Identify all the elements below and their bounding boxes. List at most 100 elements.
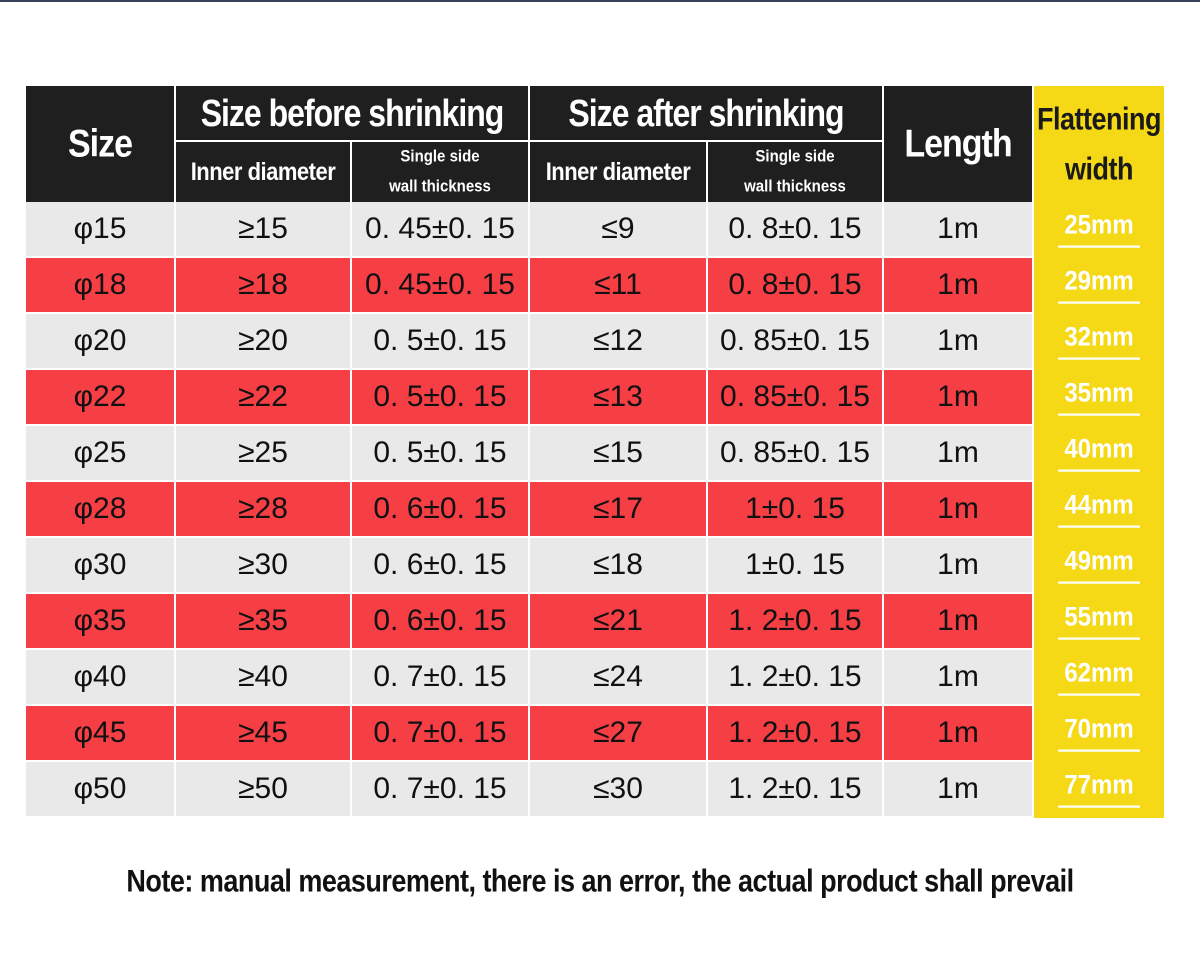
table-row: φ22 ≥22 0. 5±0. 15 ≤13 0. 85±0. 15 1m 35… [26, 370, 1164, 426]
table-row: φ28 ≥28 0. 6±0. 15 ≤17 1±0. 15 1m 44mm [26, 482, 1164, 538]
cell-size: φ45 [26, 706, 174, 762]
cell-after-inner-diameter: ≤21 [530, 594, 706, 650]
cell-flattening-width: 40mm [1034, 426, 1164, 482]
cell-before-wall-thickness: 0. 5±0. 15 [352, 426, 528, 482]
cell-flattening-width: 62mm [1034, 650, 1164, 706]
table-row: φ40 ≥40 0. 7±0. 15 ≤24 1. 2±0. 15 1m 62m… [26, 650, 1164, 706]
cell-length: 1m [884, 538, 1032, 594]
cell-length: 1m [884, 650, 1032, 706]
cell-after-wall-thickness: 0. 85±0. 15 [708, 426, 882, 482]
cell-after-wall-thickness: 1. 2±0. 15 [708, 706, 882, 762]
table-row: φ50 ≥50 0. 7±0. 15 ≤30 1. 2±0. 15 1m 77m… [26, 762, 1164, 818]
cell-size: φ22 [26, 370, 174, 426]
cell-before-inner-diameter: ≥20 [176, 314, 350, 370]
cell-after-inner-diameter: ≤15 [530, 426, 706, 482]
cell-length: 1m [884, 706, 1032, 762]
spec-table: Size Size before shrinking Size after sh… [24, 86, 1166, 818]
cell-after-inner-diameter: ≤13 [530, 370, 706, 426]
header-length: Length [884, 86, 1032, 202]
cell-length: 1m [884, 762, 1032, 818]
top-border-line [0, 0, 1200, 2]
cell-after-wall-thickness: 1±0. 15 [708, 538, 882, 594]
cell-before-wall-thickness: 0. 5±0. 15 [352, 314, 528, 370]
cell-before-inner-diameter: ≥45 [176, 706, 350, 762]
cell-length: 1m [884, 482, 1032, 538]
cell-after-wall-thickness: 1. 2±0. 15 [708, 762, 882, 818]
cell-before-inner-diameter: ≥28 [176, 482, 350, 538]
cell-after-wall-thickness: 1. 2±0. 15 [708, 650, 882, 706]
cell-after-wall-thickness: 0. 8±0. 15 [708, 258, 882, 314]
cell-before-wall-thickness: 0. 6±0. 15 [352, 538, 528, 594]
cell-flattening-width: 49mm [1034, 538, 1164, 594]
header-after-wall-thickness: Single side wall thickness [708, 142, 882, 202]
spec-table-header: Size Size before shrinking Size after sh… [26, 86, 1164, 202]
cell-after-inner-diameter: ≤27 [530, 706, 706, 762]
cell-after-wall-thickness: 0. 85±0. 15 [708, 370, 882, 426]
cell-after-inner-diameter: ≤17 [530, 482, 706, 538]
cell-after-inner-diameter: ≤12 [530, 314, 706, 370]
header-flattening-width: Flattening width [1034, 86, 1164, 202]
table-row: φ18 ≥18 0. 45±0. 15 ≤11 0. 8±0. 15 1m 29… [26, 258, 1164, 314]
cell-flattening-width: 25mm [1034, 202, 1164, 258]
cell-before-wall-thickness: 0. 45±0. 15 [352, 202, 528, 258]
table-row: φ45 ≥45 0. 7±0. 15 ≤27 1. 2±0. 15 1m 70m… [26, 706, 1164, 762]
cell-before-inner-diameter: ≥18 [176, 258, 350, 314]
cell-size: φ25 [26, 426, 174, 482]
table-row: φ25 ≥25 0. 5±0. 15 ≤15 0. 85±0. 15 1m 40… [26, 426, 1164, 482]
cell-flattening-width: 70mm [1034, 706, 1164, 762]
header-before-wall-thickness: Single side wall thickness [352, 142, 528, 202]
cell-size: φ15 [26, 202, 174, 258]
cell-length: 1m [884, 258, 1032, 314]
cell-length: 1m [884, 314, 1032, 370]
cell-before-inner-diameter: ≥22 [176, 370, 350, 426]
cell-size: φ40 [26, 650, 174, 706]
cell-after-inner-diameter: ≤24 [530, 650, 706, 706]
cell-before-inner-diameter: ≥35 [176, 594, 350, 650]
cell-before-inner-diameter: ≥40 [176, 650, 350, 706]
cell-length: 1m [884, 370, 1032, 426]
header-before-shrinking: Size before shrinking [176, 86, 528, 142]
cell-after-wall-thickness: 1. 2±0. 15 [708, 594, 882, 650]
cell-before-wall-thickness: 0. 7±0. 15 [352, 650, 528, 706]
cell-after-wall-thickness: 0. 85±0. 15 [708, 314, 882, 370]
cell-before-wall-thickness: 0. 7±0. 15 [352, 706, 528, 762]
cell-before-wall-thickness: 0. 6±0. 15 [352, 594, 528, 650]
header-after-shrinking: Size after shrinking [530, 86, 882, 142]
cell-before-inner-diameter: ≥50 [176, 762, 350, 818]
cell-before-inner-diameter: ≥30 [176, 538, 350, 594]
cell-after-inner-diameter: ≤30 [530, 762, 706, 818]
cell-flattening-width: 55mm [1034, 594, 1164, 650]
cell-before-wall-thickness: 0. 6±0. 15 [352, 482, 528, 538]
cell-after-wall-thickness: 0. 8±0. 15 [708, 202, 882, 258]
table-row: φ15 ≥15 0. 45±0. 15 ≤9 0. 8±0. 15 1m 25m… [26, 202, 1164, 258]
cell-size: φ20 [26, 314, 174, 370]
note-text: Note: manual measurement, there is an er… [126, 863, 1074, 899]
table-row: φ20 ≥20 0. 5±0. 15 ≤12 0. 85±0. 15 1m 32… [26, 314, 1164, 370]
header-after-inner-diameter: Inner diameter [530, 142, 706, 202]
cell-length: 1m [884, 202, 1032, 258]
cell-flattening-width: 44mm [1034, 482, 1164, 538]
table-row: φ30 ≥30 0. 6±0. 15 ≤18 1±0. 15 1m 49mm [26, 538, 1164, 594]
cell-flattening-width: 32mm [1034, 314, 1164, 370]
cell-length: 1m [884, 594, 1032, 650]
header-size: Size [26, 86, 174, 202]
spec-table-body: φ15 ≥15 0. 45±0. 15 ≤9 0. 8±0. 15 1m 25m… [26, 202, 1164, 818]
cell-after-inner-diameter: ≤18 [530, 538, 706, 594]
cell-after-inner-diameter: ≤9 [530, 202, 706, 258]
cell-flattening-width: 77mm [1034, 762, 1164, 818]
header-before-inner-diameter: Inner diameter [176, 142, 350, 202]
cell-before-wall-thickness: 0. 5±0. 15 [352, 370, 528, 426]
cell-before-wall-thickness: 0. 45±0. 15 [352, 258, 528, 314]
cell-size: φ28 [26, 482, 174, 538]
cell-before-inner-diameter: ≥15 [176, 202, 350, 258]
cell-size: φ18 [26, 258, 174, 314]
cell-before-inner-diameter: ≥25 [176, 426, 350, 482]
cell-flattening-width: 35mm [1034, 370, 1164, 426]
cell-size: φ30 [26, 538, 174, 594]
cell-size: φ50 [26, 762, 174, 818]
cell-length: 1m [884, 426, 1032, 482]
table-row: φ35 ≥35 0. 6±0. 15 ≤21 1. 2±0. 15 1m 55m… [26, 594, 1164, 650]
cell-after-inner-diameter: ≤11 [530, 258, 706, 314]
cell-before-wall-thickness: 0. 7±0. 15 [352, 762, 528, 818]
cell-after-wall-thickness: 1±0. 15 [708, 482, 882, 538]
